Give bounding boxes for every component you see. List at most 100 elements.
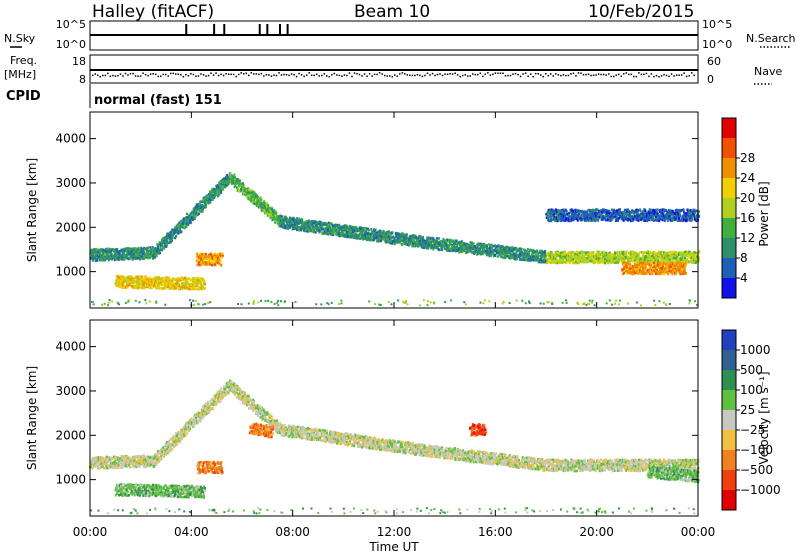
nave-dot <box>104 74 107 77</box>
power-cell <box>125 256 128 260</box>
power-cell <box>318 230 321 234</box>
power-cell <box>158 250 161 253</box>
power-cell <box>623 260 626 263</box>
power-cell <box>155 279 158 283</box>
power-cell <box>382 230 385 234</box>
power-cell <box>552 209 555 213</box>
power-cell <box>411 244 414 248</box>
power-cell <box>562 210 565 214</box>
power-cell <box>557 254 560 257</box>
nave-dot <box>132 72 134 75</box>
power-cell <box>486 248 489 252</box>
power-cell <box>193 287 196 291</box>
power-cell <box>156 278 159 282</box>
power-cell <box>548 257 551 261</box>
power-cell <box>621 251 624 255</box>
power-cell <box>338 226 341 230</box>
nave-dot <box>653 75 655 78</box>
power-cell <box>555 250 558 254</box>
power-cell <box>303 229 306 233</box>
power-cell <box>284 215 287 219</box>
power-cell <box>117 284 120 288</box>
power-cell <box>292 217 295 221</box>
power-cell <box>154 247 157 250</box>
power-cell <box>128 247 131 251</box>
power-cell <box>150 286 153 290</box>
power-cell <box>279 216 282 220</box>
nave-dot <box>399 73 401 75</box>
power-cell <box>576 255 579 258</box>
power-cell <box>122 257 125 260</box>
power-cell <box>206 263 209 266</box>
power-cell <box>476 245 479 249</box>
power-cell <box>219 187 222 191</box>
power-cell <box>191 210 194 213</box>
power-cell <box>526 251 529 255</box>
nave-dot <box>187 75 190 77</box>
power-cell <box>343 224 346 227</box>
nave-dot <box>260 72 263 75</box>
power-cell <box>344 234 347 238</box>
power-cell <box>471 247 474 251</box>
power-cell <box>536 257 539 261</box>
power-cell <box>104 258 107 262</box>
power-cell <box>548 216 551 219</box>
nave-dot <box>675 74 678 76</box>
power-cell <box>210 189 213 193</box>
power-cell <box>334 223 337 226</box>
power-cell <box>460 240 463 243</box>
power-cell <box>101 256 104 260</box>
nave-dot <box>99 75 102 78</box>
power-cell <box>607 253 610 256</box>
power-cell <box>535 257 538 260</box>
power-cell <box>214 252 217 256</box>
power-cell <box>451 239 454 242</box>
nave-dot <box>499 72 502 74</box>
nave-dot <box>142 72 144 74</box>
nave-dot <box>137 75 139 77</box>
power-cell <box>220 185 223 188</box>
power-cell <box>127 277 130 281</box>
power-cell <box>199 252 202 256</box>
power-cell <box>671 250 674 254</box>
power-cell <box>690 256 693 260</box>
power-cell <box>281 223 284 226</box>
power-cell <box>141 254 144 257</box>
power-cell <box>126 278 129 282</box>
power-cell <box>182 278 185 282</box>
power-cell <box>203 259 206 263</box>
power-cell <box>484 249 487 253</box>
power-cell <box>120 275 123 278</box>
power-cell <box>614 259 617 263</box>
power-cell <box>176 279 179 282</box>
nave-dot <box>633 75 635 78</box>
power-cell <box>139 257 142 261</box>
power-cell <box>120 280 123 284</box>
power-cell <box>507 255 510 258</box>
power-cell <box>271 207 274 211</box>
power-cell <box>350 232 353 235</box>
nsearch-tick-bottom: 10^0 <box>702 38 732 51</box>
nave-dot <box>288 74 290 77</box>
power-cell <box>565 261 568 265</box>
power-cell <box>624 256 627 259</box>
power-cell <box>291 227 294 231</box>
power-cell <box>549 254 552 257</box>
power-cell <box>225 173 228 177</box>
power-cell <box>153 277 156 281</box>
power-cell <box>481 247 484 250</box>
power-cell <box>168 241 171 244</box>
nave-dot <box>464 74 466 76</box>
power-cell <box>435 246 438 250</box>
power-cell <box>157 246 160 250</box>
power-cell <box>358 232 361 236</box>
power-cell <box>286 222 289 225</box>
power-cell <box>543 251 546 254</box>
nave-dot <box>167 75 169 77</box>
nave-dot <box>97 74 99 77</box>
power-cell <box>558 260 561 263</box>
power-cell <box>143 256 146 259</box>
power-cell <box>531 251 534 254</box>
power-cell <box>104 251 107 255</box>
power-cell <box>538 249 541 253</box>
